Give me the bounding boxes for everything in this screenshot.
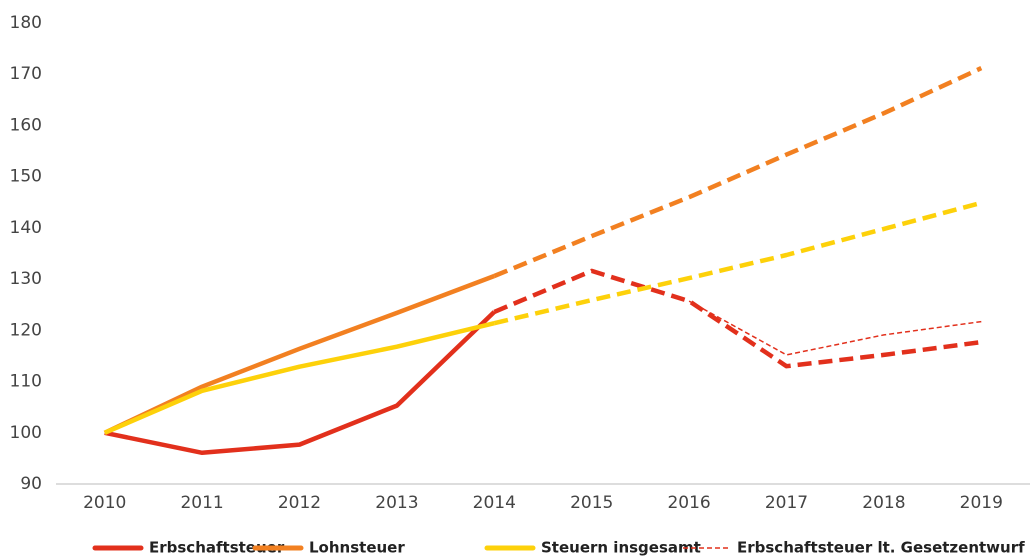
y-tick-label: 160 [10,115,42,135]
line-series [493,268,982,369]
x-tick-label: 2015 [570,493,613,513]
x-tick-label: 2016 [667,493,710,513]
y-tick-label: 130 [10,269,42,289]
line-series [103,273,496,435]
y-tick-label: 100 [10,423,42,443]
y-tick-label: 180 [10,13,42,33]
y-tick-label: 150 [10,167,42,187]
y-tick-label: 110 [10,372,42,392]
y-tick-label: 120 [10,320,42,340]
x-tick-label: 2014 [473,493,516,513]
x-tick-label: 2010 [83,493,126,513]
x-tick-label: 2011 [180,493,223,513]
x-tick-label: 2019 [960,493,1003,513]
legend-label: Lohnsteuer [309,539,405,557]
x-tick-label: 2017 [765,493,808,513]
y-tick-label: 90 [20,474,42,494]
line-series [493,200,982,326]
x-tick-label: 2018 [862,493,905,513]
line-series [493,66,983,279]
legend-label: Steuern insgesamt [541,539,701,557]
x-tick-label: 2013 [375,493,418,513]
y-tick-label: 140 [10,218,42,238]
y-tick-label: 170 [10,64,42,84]
line-series [104,310,496,456]
legend-label: Erbschaftsteuer lt. Gesetzentwurf [737,539,1025,557]
x-tick-label: 2012 [278,493,321,513]
line-series [103,321,495,435]
line-series [688,300,982,356]
legend-label: Erbschaftsteuer [149,539,285,557]
